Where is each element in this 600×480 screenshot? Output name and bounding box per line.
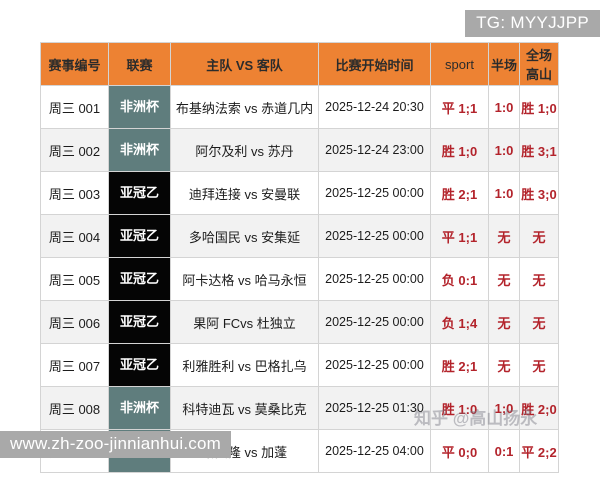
- cell-half-time-result: 无: [488, 300, 520, 344]
- league-badge: 亚冠乙: [109, 258, 170, 300]
- league-badge: 非洲杯: [109, 129, 170, 171]
- table-row: 周三 002 非洲杯 阿尔及利 vs 苏丹 2025-12-24 23:00 胜 1;0…: [40, 128, 559, 172]
- cell-teams: 多哈国民 vs 安集延: [170, 214, 319, 258]
- league-badge: 亚冠乙: [109, 301, 170, 343]
- cell-full-time-result: 胜 3;0: [519, 171, 559, 215]
- column-header-half-time: 半场: [488, 42, 520, 86]
- cell-sport-result: 负 1;4: [430, 300, 489, 344]
- cell-full-time-result: 无: [519, 214, 559, 258]
- league-badge: 亚冠乙: [109, 215, 170, 257]
- league-badge: 非洲杯: [109, 86, 170, 128]
- cell-teams: 布基纳法索 vs 赤道几内: [170, 85, 319, 129]
- header-row: 赛事编号 联赛 主队 VS 客队 比赛开始时间 sport 半场 全场高山: [40, 42, 559, 86]
- match-table: 赛事编号 联赛 主队 VS 客队 比赛开始时间 sport 半场 全场高山 周三…: [40, 42, 559, 473]
- table-body: 周三 001 非洲杯 布基纳法索 vs 赤道几内 2025-12-24 20:30 平 …: [40, 85, 559, 473]
- league-badge: 亚冠乙: [109, 344, 170, 386]
- cell-full-time-result: 无: [519, 343, 559, 387]
- telegram-handle-badge: TG: MYYJJPP: [465, 10, 600, 37]
- league-badge: 亚冠乙: [109, 172, 170, 214]
- column-header-teams: 主队 VS 客队: [170, 42, 319, 86]
- cell-half-time-result: 无: [488, 257, 520, 301]
- column-header-league: 联赛: [108, 42, 171, 86]
- table-row: 周三 003 亚冠乙 迪拜连接 vs 安曼联 2025-12-25 00:00 胜 2;…: [40, 171, 559, 215]
- cell-league: 非洲杯: [108, 85, 171, 129]
- cell-teams: 阿卡达格 vs 哈马永恒: [170, 257, 319, 301]
- cell-sport-result: 胜 2;1: [430, 343, 489, 387]
- cell-start-time: 2025-12-25 00:00: [318, 343, 431, 387]
- cell-full-time-result: 平 2;2: [519, 429, 559, 473]
- cell-sport-result: 平 0;0: [430, 429, 489, 473]
- cell-half-time-result: 0:1: [488, 429, 520, 473]
- cell-league: 非洲杯: [108, 128, 171, 172]
- cell-start-time: 2025-12-25 00:00: [318, 171, 431, 215]
- cell-start-time: 2025-12-25 00:00: [318, 257, 431, 301]
- cell-half-time-result: 无: [488, 343, 520, 387]
- cell-teams: 迪拜连接 vs 安曼联: [170, 171, 319, 215]
- cell-sport-result: 胜 1;0: [430, 128, 489, 172]
- table-row: 周三 001 非洲杯 布基纳法索 vs 赤道几内 2025-12-24 20:30 平 …: [40, 85, 559, 129]
- site-url-badge: www.zh-zoo-jinnianhui.com: [0, 431, 231, 458]
- league-badge: 非洲杯: [109, 387, 170, 429]
- table-row: 周三 004 亚冠乙 多哈国民 vs 安集延 2025-12-25 00:00 平 1;…: [40, 214, 559, 258]
- table-row: 周三 008 非洲杯 科特迪瓦 vs 莫桑比克 2025-12-25 01:30 胜 1…: [40, 386, 559, 430]
- cell-match-id: 周三 006: [40, 300, 109, 344]
- cell-start-time: 2025-12-25 01:30: [318, 386, 431, 430]
- cell-full-time-result: 胜 1;0: [519, 85, 559, 129]
- cell-league: 亚冠乙: [108, 300, 171, 344]
- cell-sport-result: 平 1;1: [430, 214, 489, 258]
- table-row: 周三 005 亚冠乙 阿卡达格 vs 哈马永恒 2025-12-25 00:00 负 0…: [40, 257, 559, 301]
- cell-sport-result: 胜 2;1: [430, 171, 489, 215]
- cell-league: 亚冠乙: [108, 343, 171, 387]
- cell-league: 亚冠乙: [108, 171, 171, 215]
- cell-half-time-result: 1;0: [488, 386, 520, 430]
- table-header: 赛事编号 联赛 主队 VS 客队 比赛开始时间 sport 半场 全场高山: [40, 42, 559, 86]
- cell-teams: 利雅胜利 vs 巴格扎乌: [170, 343, 319, 387]
- cell-match-id: 周三 003: [40, 171, 109, 215]
- column-header-match-id: 赛事编号: [40, 42, 109, 86]
- table-row: 周三 007 亚冠乙 利雅胜利 vs 巴格扎乌 2025-12-25 00:00 胜 2…: [40, 343, 559, 387]
- cell-match-id: 周三 007: [40, 343, 109, 387]
- cell-sport-result: 负 0:1: [430, 257, 489, 301]
- cell-half-time-result: 无: [488, 214, 520, 258]
- cell-league: 亚冠乙: [108, 214, 171, 258]
- cell-match-id: 周三 001: [40, 85, 109, 129]
- column-header-start-time: 比赛开始时间: [318, 42, 431, 86]
- cell-match-id: 周三 005: [40, 257, 109, 301]
- cell-start-time: 2025-12-25 00:00: [318, 300, 431, 344]
- cell-league: 亚冠乙: [108, 257, 171, 301]
- table-row: 周三 006 亚冠乙 果阿 FCvs 杜独立 2025-12-25 00:00 负 1;…: [40, 300, 559, 344]
- cell-full-time-result: 无: [519, 257, 559, 301]
- cell-start-time: 2025-12-25 00:00: [318, 214, 431, 258]
- cell-full-time-result: 无: [519, 300, 559, 344]
- cell-half-time-result: 1:0: [488, 171, 520, 215]
- cell-teams: 果阿 FCvs 杜独立: [170, 300, 319, 344]
- match-table-container: 赛事编号 联赛 主队 VS 客队 比赛开始时间 sport 半场 全场高山 周三…: [40, 42, 559, 473]
- cell-sport-result: 胜 1:0: [430, 386, 489, 430]
- cell-match-id: 周三 002: [40, 128, 109, 172]
- cell-start-time: 2025-12-25 04:00: [318, 429, 431, 473]
- cell-teams: 科特迪瓦 vs 莫桑比克: [170, 386, 319, 430]
- cell-league: 非洲杯: [108, 386, 171, 430]
- cell-half-time-result: 1:0: [488, 128, 520, 172]
- cell-match-id: 周三 004: [40, 214, 109, 258]
- cell-start-time: 2025-12-24 20:30: [318, 85, 431, 129]
- cell-teams: 阿尔及利 vs 苏丹: [170, 128, 319, 172]
- cell-start-time: 2025-12-24 23:00: [318, 128, 431, 172]
- cell-full-time-result: 胜 2;0: [519, 386, 559, 430]
- column-header-full-time: 全场高山: [519, 42, 559, 86]
- column-header-sport: sport: [430, 42, 489, 86]
- cell-match-id: 周三 008: [40, 386, 109, 430]
- cell-sport-result: 平 1;1: [430, 85, 489, 129]
- cell-half-time-result: 1:0: [488, 85, 520, 129]
- cell-full-time-result: 胜 3;1: [519, 128, 559, 172]
